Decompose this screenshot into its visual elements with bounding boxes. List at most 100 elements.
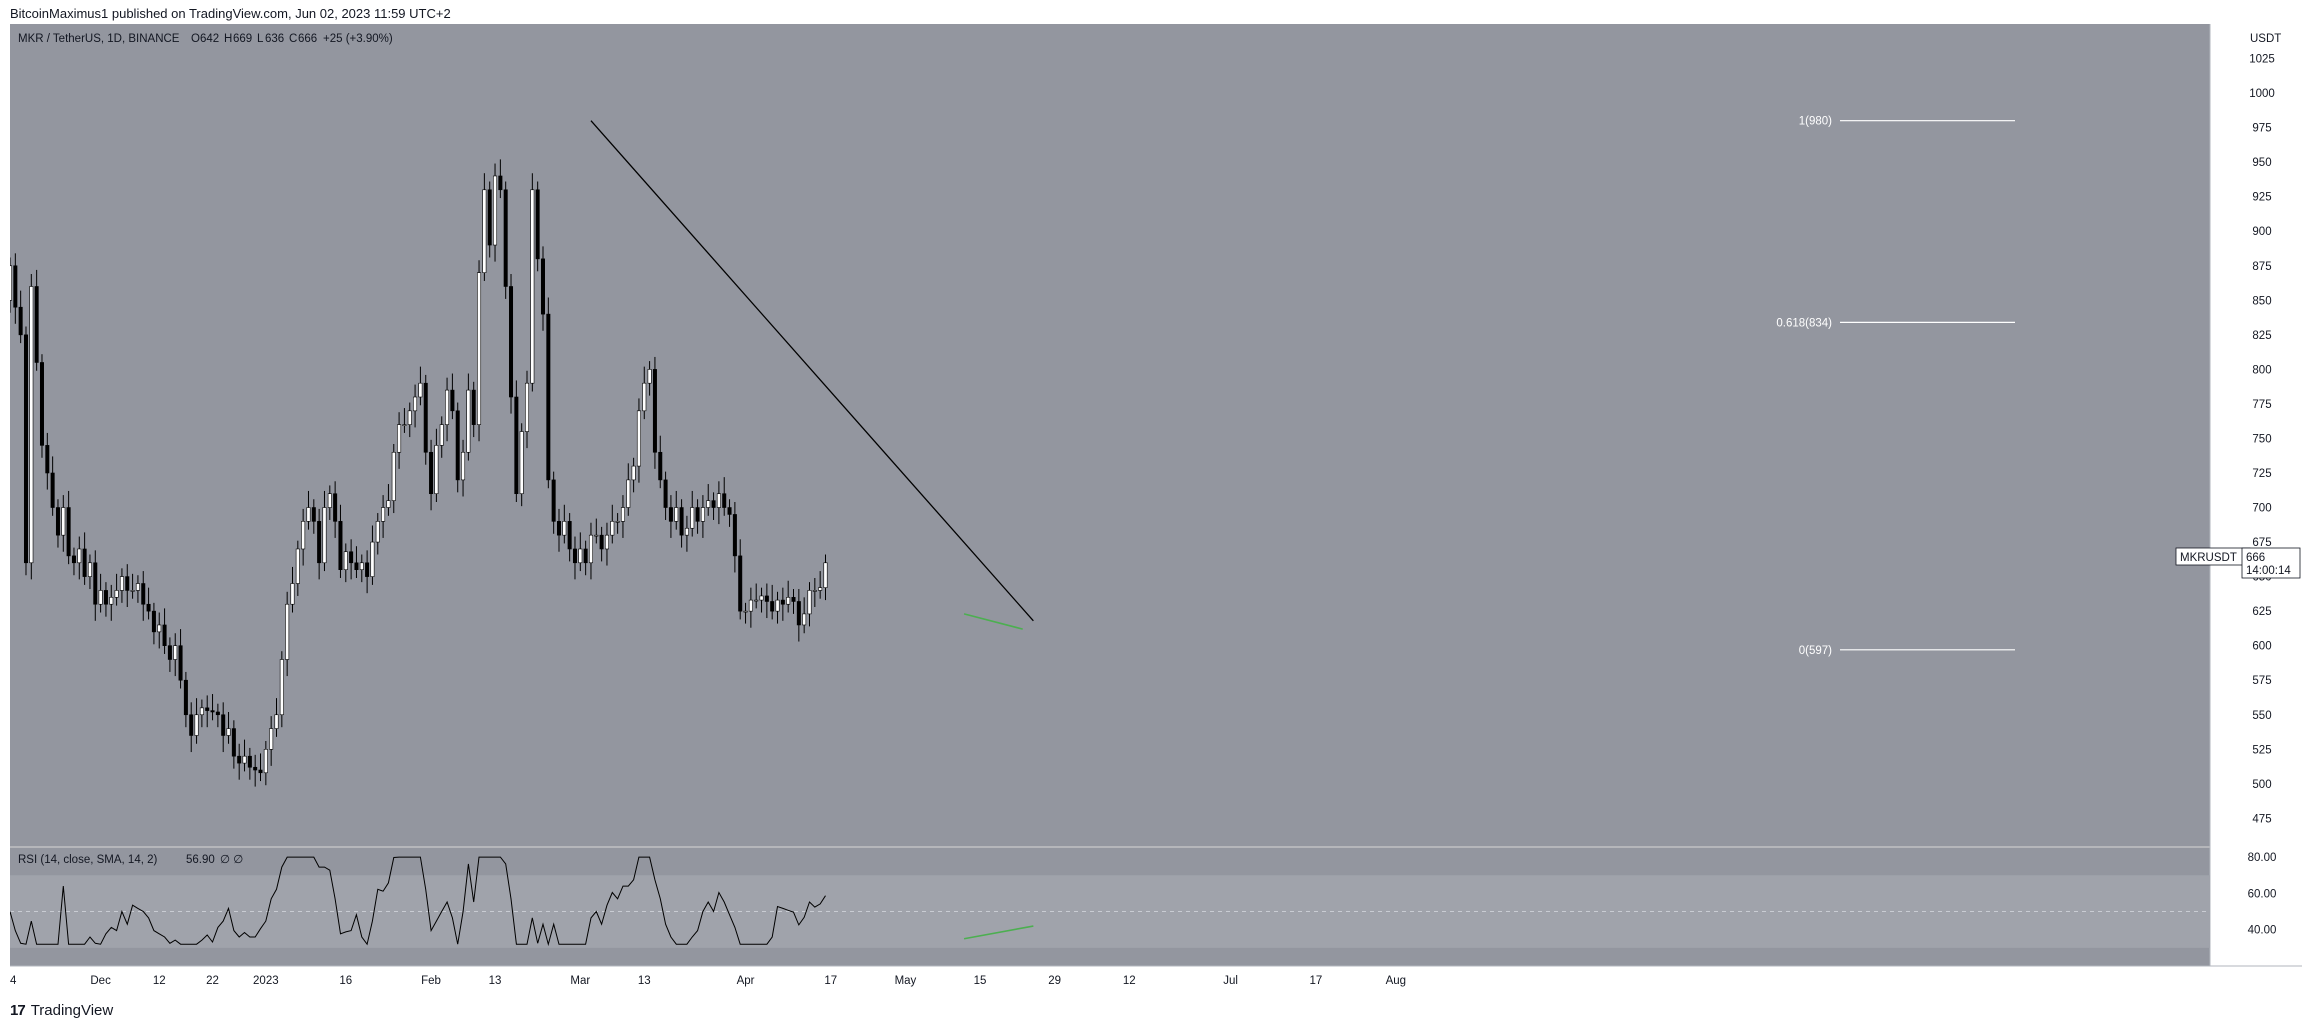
candlestick-chart[interactable]: 4755005255505756006256506757007257507758…: [4, 24, 2302, 994]
candle: [583, 548, 588, 564]
candle: [29, 286, 34, 564]
candle: [178, 645, 183, 681]
candle: [493, 175, 498, 246]
time-tick-label: 29: [1048, 975, 1061, 987]
candle: [642, 382, 647, 412]
rsi-title: RSI (14, close, SMA, 14, 2): [18, 854, 158, 866]
candle: [807, 590, 812, 615]
candle: [242, 755, 247, 764]
candle: [386, 500, 391, 508]
candle: [461, 451, 466, 481]
support-line: [963, 613, 1023, 630]
time-tick-label: 15: [974, 975, 987, 987]
time-tick-label: Apr: [737, 975, 755, 987]
candle: [370, 541, 375, 577]
candle: [754, 599, 759, 602]
candle: [146, 603, 151, 612]
svg-text:666: 666: [298, 33, 317, 45]
candle: [722, 493, 727, 508]
candle: [39, 362, 44, 446]
candle: [802, 613, 807, 626]
candles-group: [7, 159, 828, 787]
time-tick-label: 17: [824, 975, 837, 987]
candle: [215, 711, 220, 716]
candle: [98, 590, 103, 605]
candle: [690, 507, 695, 529]
candle: [18, 306, 23, 336]
candle: [535, 189, 540, 260]
candle: [359, 562, 364, 570]
candle: [23, 334, 28, 564]
candle: [818, 587, 823, 591]
svg-text:669: 669: [233, 33, 252, 45]
time-tick-label: 13: [489, 975, 502, 987]
candle: [674, 507, 679, 522]
candle: [295, 548, 300, 584]
candle: [551, 479, 556, 522]
ohlc-legend: O 642 H 669 L 636 C 666 +25 (+3.90%): [191, 33, 393, 45]
candle: [402, 424, 407, 426]
svg-text:L: L: [257, 33, 264, 45]
candle: [567, 521, 572, 550]
price-tick-label: 950: [2252, 157, 2271, 169]
svg-text:642: 642: [200, 33, 219, 45]
candle: [823, 562, 828, 588]
candle: [301, 521, 306, 550]
time-tick-label: Feb: [421, 975, 441, 987]
descending-resistance-line: [590, 120, 1034, 622]
svg-text:H: H: [224, 33, 232, 45]
time-tick-label: 12: [153, 975, 166, 987]
price-tick-label: 800: [2252, 364, 2271, 376]
time-tick-label: Dec: [90, 975, 111, 987]
candle: [706, 500, 711, 508]
candle: [668, 507, 673, 522]
candle: [210, 710, 215, 713]
candle: [375, 521, 380, 543]
price-tick-label: 900: [2252, 226, 2271, 238]
candle: [530, 189, 535, 384]
candle: [743, 610, 748, 613]
currency-label: USDT: [2250, 33, 2281, 45]
candle: [7, 265, 13, 301]
candle: [450, 389, 455, 412]
candle: [82, 548, 87, 577]
time-tick-label: May: [895, 975, 917, 987]
candle: [775, 599, 780, 612]
candle: [738, 555, 743, 612]
time-tick-label: Aug: [1386, 975, 1406, 987]
candle: [269, 728, 274, 750]
svg-text:+25 (+3.90%): +25 (+3.90%): [323, 33, 393, 45]
candle: [711, 500, 716, 508]
candle: [540, 258, 545, 315]
candle: [466, 389, 471, 453]
candle: [34, 286, 39, 363]
candle: [45, 445, 50, 474]
candle: [258, 769, 263, 774]
ticker-label: MKRUSDT: [2180, 552, 2237, 564]
candle: [482, 189, 487, 273]
candle: [125, 576, 130, 591]
svg-text:636: 636: [265, 33, 284, 45]
candle: [434, 445, 439, 495]
price-tick-label: 1000: [2249, 88, 2275, 100]
candle: [636, 410, 641, 467]
candle: [626, 479, 631, 508]
candle: [647, 369, 652, 384]
candle: [338, 521, 343, 570]
tradingview-footer[interactable]: 17 TradingView: [10, 1002, 113, 1019]
candle: [679, 507, 684, 536]
candle: [55, 507, 60, 536]
candle: [221, 714, 226, 736]
candle: [354, 562, 359, 570]
rsi-tick-label: 80.00: [2248, 852, 2277, 864]
price-tick-label: 675: [2252, 537, 2271, 549]
candle: [732, 514, 737, 557]
candle: [343, 551, 348, 570]
candle: [599, 534, 604, 550]
symbol-title: MKR / TetherUS, 1D, BINANCE: [18, 33, 180, 45]
rsi-line: [9, 856, 826, 947]
candle: [759, 595, 764, 601]
candle: [439, 424, 444, 446]
candle: [748, 599, 753, 612]
price-pane: [10, 24, 2210, 846]
